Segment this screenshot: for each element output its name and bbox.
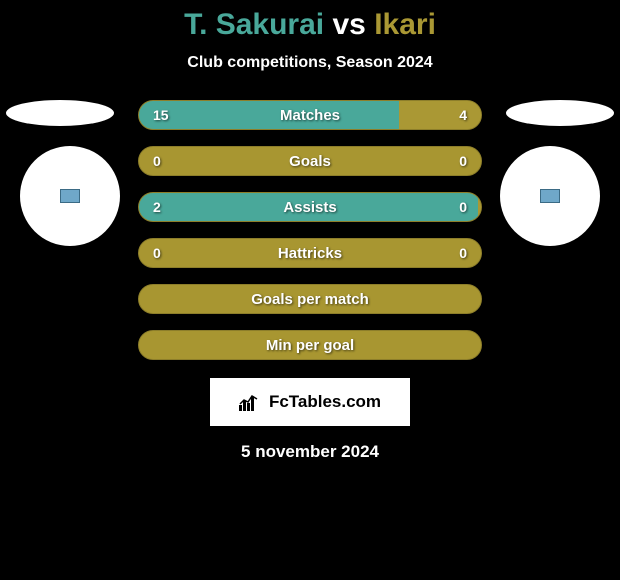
player1-disc (6, 100, 114, 126)
player1-avatar (20, 146, 120, 246)
stat-label: Matches (139, 101, 481, 129)
stat-label: Min per goal (139, 331, 481, 359)
stat-label: Assists (139, 193, 481, 221)
title: T. Sakurai vs Ikari (0, 8, 620, 42)
date: 5 november 2024 (0, 442, 620, 462)
logo-text: FcTables.com (269, 392, 381, 412)
title-player1: T. Sakurai (184, 8, 324, 41)
source-logo: FcTables.com (210, 378, 410, 426)
stat-bar: Hattricks0 0 (138, 238, 482, 268)
title-player2: Ikari (374, 8, 436, 41)
stat-value-left: 0 (153, 239, 161, 267)
player2-avatar (500, 146, 600, 246)
stat-bar: Goals per match (138, 284, 482, 314)
stat-value-right: 0 (459, 147, 467, 175)
stat-bar: Min per goal (138, 330, 482, 360)
stat-label: Goals per match (139, 285, 481, 313)
stat-bar: Assists2 0 (138, 192, 482, 222)
stat-value-left: 0 (153, 147, 161, 175)
comparison-card: T. Sakurai vs Ikari Club competitions, S… (0, 0, 620, 462)
title-vs: vs (332, 8, 365, 41)
stat-value-right: 0 (459, 239, 467, 267)
stat-value-left: 15 (153, 101, 169, 129)
stat-bar: Matches15 4 (138, 100, 482, 130)
stat-bar: Goals0 0 (138, 146, 482, 176)
subtitle: Club competitions, Season 2024 (0, 54, 620, 72)
stat-bars: Matches154Goals00Assists20Hattricks00Goa… (138, 100, 482, 360)
player2-disc (506, 100, 614, 126)
stat-label: Goals (139, 147, 481, 175)
chart-stage: Matches154Goals00Assists20Hattricks00Goa… (0, 100, 620, 360)
stat-label: Hattricks (139, 239, 481, 267)
placeholder-image-icon (60, 189, 80, 203)
placeholder-image-icon (540, 189, 560, 203)
stat-value-left: 2 (153, 193, 161, 221)
stat-value-right: 4 (459, 101, 467, 129)
fctables-icon (239, 393, 263, 411)
stat-value-right: 0 (459, 193, 467, 221)
